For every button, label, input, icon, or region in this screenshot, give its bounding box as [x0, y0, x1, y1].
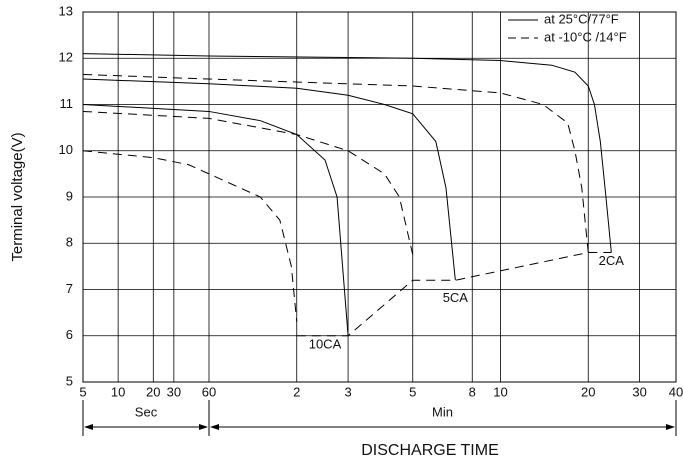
y-axis-label: Terminal voltage(V) [9, 132, 26, 261]
line [82, 53, 612, 253]
line [296, 252, 612, 337]
legend-label: at -10°C /14°F [544, 29, 627, 44]
x-tick-label: 8 [469, 384, 476, 399]
x-tick-label: 5 [79, 384, 86, 399]
arrowhead [84, 424, 93, 430]
x-tick-label: 60 [202, 384, 216, 399]
x-tick-label: 30 [167, 384, 181, 399]
y-tick-label: 12 [59, 50, 73, 65]
y-tick-label: 9 [66, 188, 73, 203]
legend-label: at 25°C/77°F [544, 11, 619, 26]
x-tick-label: 30 [632, 384, 646, 399]
y-tick-label: 8 [66, 235, 73, 250]
segment-label: Min [432, 404, 453, 419]
x-tick-label: 10 [111, 384, 125, 399]
y-tick-label: 13 [59, 3, 73, 18]
arrowhead [210, 424, 219, 430]
x-tick-label: 20 [581, 384, 595, 399]
x-tick-label: 2 [293, 384, 300, 399]
curve-label: 5CA [443, 290, 469, 305]
x-axis-label: DISCHARGE TIME [361, 442, 499, 459]
y-tick-label: 7 [66, 281, 73, 296]
line [82, 110, 414, 255]
y-tick-label: 5 [66, 373, 73, 388]
x-tick-label: 20 [146, 384, 160, 399]
curve-label: 2CA [599, 253, 625, 268]
line [82, 73, 589, 253]
x-tick-label: 10 [493, 384, 507, 399]
x-tick-label: 5 [409, 384, 416, 399]
segment-label: Sec [135, 404, 158, 419]
y-tick-label: 11 [60, 96, 74, 111]
arrowhead [666, 424, 675, 430]
line [82, 104, 349, 336]
y-tick-label: 10 [59, 142, 73, 157]
line [82, 78, 456, 281]
line [82, 150, 298, 322]
x-tick-label: 40 [669, 384, 683, 399]
y-tick-label: 6 [66, 327, 73, 342]
x-tick-label: 3 [344, 384, 351, 399]
arrowhead [199, 424, 208, 430]
curve-label: 10CA [309, 336, 342, 351]
